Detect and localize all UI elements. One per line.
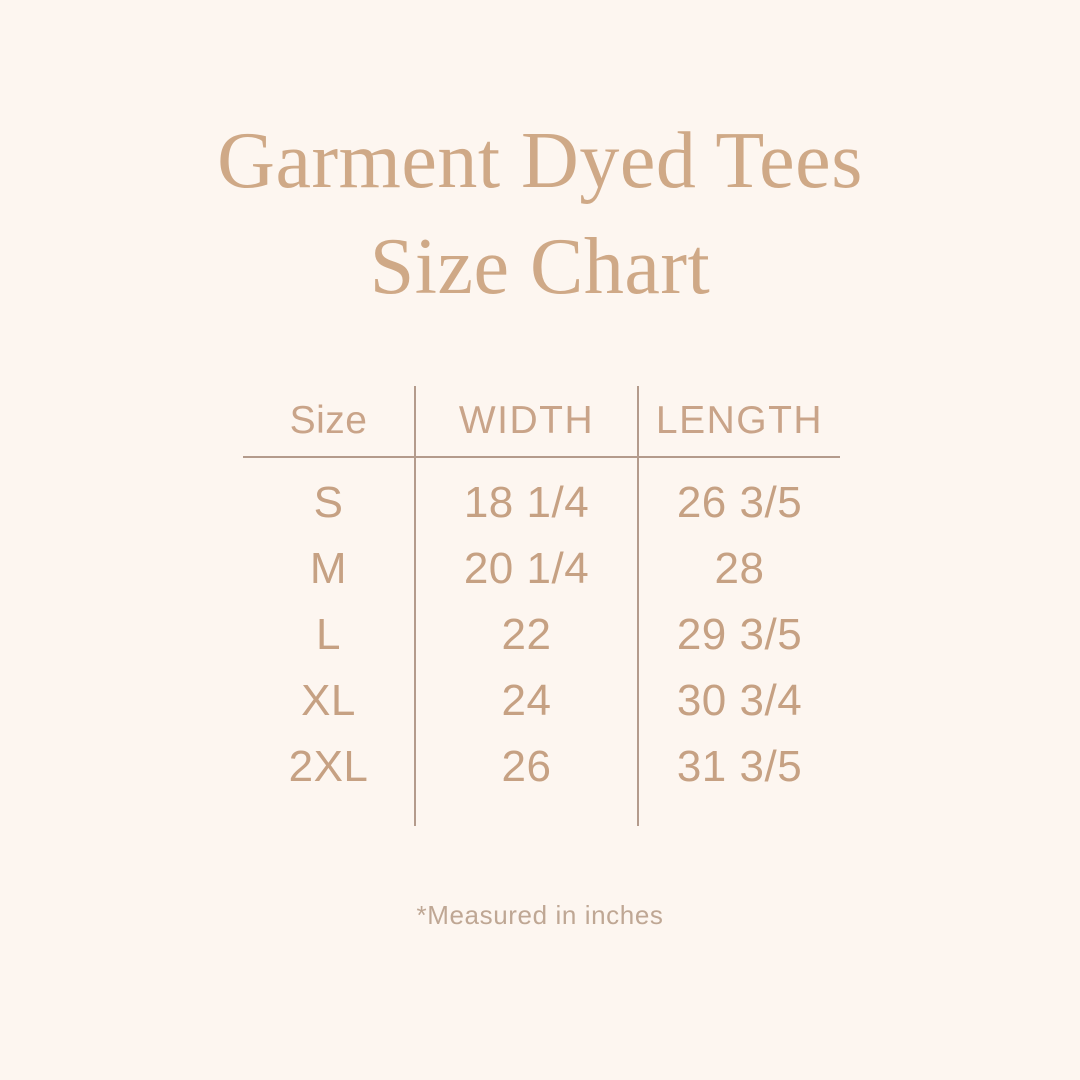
table-body: S 18 1/4 26 3/5 M 20 1/4 28 L 22 29 3/5 … <box>243 457 840 826</box>
cell-length: 30 3/4 <box>637 668 840 734</box>
cell-width: 20 1/4 <box>414 536 638 602</box>
table-row: S 18 1/4 26 3/5 <box>243 457 840 536</box>
column-header-size: Size <box>243 386 415 458</box>
title-line-2: Size Chart <box>369 223 711 311</box>
page-title: Garment Dyed Tees Size Chart <box>0 108 1080 320</box>
cell-size: 2XL <box>288 742 369 791</box>
column-header-width: WIDTH <box>414 386 638 458</box>
cell-length: 26 3/5 <box>637 457 840 536</box>
table-header-row: Size WIDTH LENGTH <box>243 386 840 458</box>
size-chart-table-wrapper: Size WIDTH LENGTH S 18 1/4 26 3/5 M 20 1… <box>243 386 840 826</box>
cell-width: 18 1/4 <box>414 457 638 536</box>
cell-size: S <box>313 478 344 527</box>
cell-length: 31 3/5 <box>637 734 840 826</box>
title-line-1: Garment Dyed Tees <box>217 117 863 205</box>
measurement-note: *Measured in inches <box>416 900 664 930</box>
table-row: XL 24 30 3/4 <box>243 668 840 734</box>
cell-width: 22 <box>414 602 638 668</box>
table-row: M 20 1/4 28 <box>243 536 840 602</box>
cell-width: 24 <box>414 668 638 734</box>
cell-size: M <box>309 544 348 593</box>
table-header: Size WIDTH LENGTH <box>243 386 840 458</box>
table-row: L 22 29 3/5 <box>243 602 840 668</box>
cell-length: 29 3/5 <box>637 602 840 668</box>
cell-width: 26 <box>414 734 638 826</box>
size-chart-table: Size WIDTH LENGTH S 18 1/4 26 3/5 M 20 1… <box>243 386 840 826</box>
table-row: 2XL 26 31 3/5 <box>243 734 840 826</box>
cell-size: L <box>316 610 341 659</box>
cell-length: 28 <box>637 536 840 602</box>
column-header-length: LENGTH <box>637 386 840 458</box>
cell-size: XL <box>301 676 356 725</box>
